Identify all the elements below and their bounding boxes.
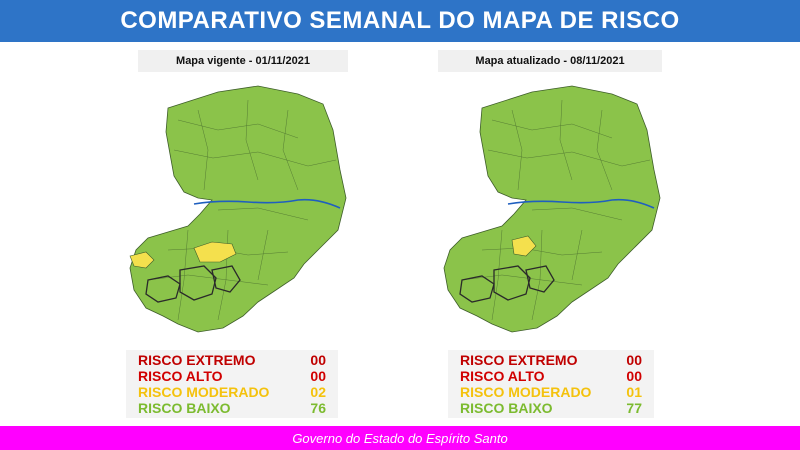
legend-row-high: RISCO ALTO 00 xyxy=(138,368,326,384)
footer-text: Governo do Estado do Espírito Santo xyxy=(292,430,508,446)
header-bar: COMPARATIVO SEMANAL DO MAPA DE RISCO xyxy=(0,0,800,42)
moderate-area-southwest xyxy=(129,251,155,269)
legend-row-high: RISCO ALTO 00 xyxy=(460,368,642,384)
legend-label: RISCO MODERADO xyxy=(460,384,592,400)
legend-value: 02 xyxy=(310,384,326,400)
risk-legend: RISCO EXTREMO 00 RISCO ALTO 00 RISCO MOD… xyxy=(126,350,338,418)
legend-row-low: RISCO BAIXO 76 xyxy=(138,400,326,416)
legend-value: 00 xyxy=(310,368,326,384)
legend-label: RISCO MODERADO xyxy=(138,384,270,400)
map-caption: Mapa atualizado - 08/11/2021 xyxy=(438,50,662,72)
map-caption: Mapa vigente - 01/11/2021 xyxy=(138,50,348,72)
risk-map xyxy=(129,85,347,333)
legend-value: 00 xyxy=(626,352,642,368)
legend-label: RISCO ALTO xyxy=(460,368,545,384)
legend-row-extreme: RISCO EXTREMO 00 xyxy=(138,352,326,368)
footer-bar: Governo do Estado do Espírito Santo xyxy=(0,426,800,450)
legend-label: RISCO ALTO xyxy=(138,368,223,384)
legend-row-low: RISCO BAIXO 77 xyxy=(460,400,642,416)
legend-value: 77 xyxy=(626,400,642,416)
legend-label: RISCO EXTREMO xyxy=(138,352,256,368)
legend-row-moderate: RISCO MODERADO 02 xyxy=(138,384,326,400)
river-line xyxy=(193,198,341,209)
legend-label: RISCO BAIXO xyxy=(460,400,553,416)
legend-value: 01 xyxy=(626,384,642,400)
risk-legend: RISCO EXTREMO 00 RISCO ALTO 00 RISCO MOD… xyxy=(448,350,654,418)
legend-value: 76 xyxy=(310,400,326,416)
legend-row-moderate: RISCO MODERADO 01 xyxy=(460,384,642,400)
moderate-area-central xyxy=(193,241,237,263)
moderate-area-central xyxy=(511,235,537,257)
legend-value: 00 xyxy=(626,368,642,384)
legend-row-extreme: RISCO EXTREMO 00 xyxy=(460,352,642,368)
panel-updated: Mapa atualizado - 08/11/2021 RISCO EXTRE… xyxy=(408,48,748,420)
panel-current: Mapa vigente - 01/11/2021 RISCO EXTREMO xyxy=(88,48,428,420)
legend-value: 00 xyxy=(310,352,326,368)
legend-label: RISCO EXTREMO xyxy=(460,352,578,368)
river-line xyxy=(507,198,655,209)
risk-map xyxy=(443,85,661,333)
legend-label: RISCO BAIXO xyxy=(138,400,231,416)
page-title: COMPARATIVO SEMANAL DO MAPA DE RISCO xyxy=(120,7,680,34)
